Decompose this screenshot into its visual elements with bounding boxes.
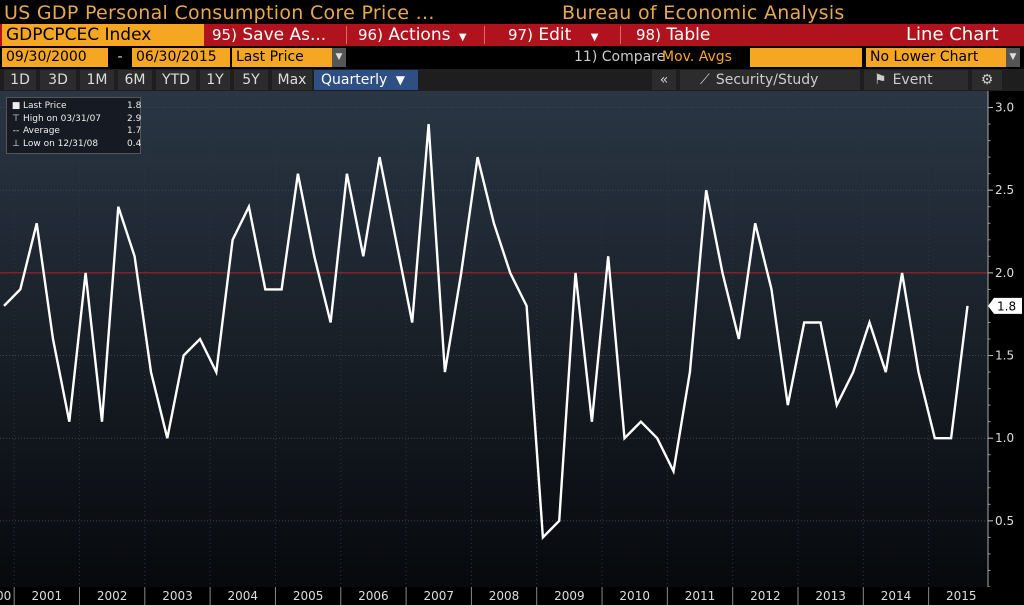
x-tick-label: 2005	[293, 589, 324, 603]
square-icon: ■	[11, 101, 21, 111]
x-tick-label: 2003	[162, 589, 193, 603]
data-source: Bureau of Economic Analysis	[562, 2, 845, 24]
x-tick-label: 2015	[946, 589, 977, 603]
toolbar-divider	[620, 26, 621, 44]
x-tick-label: 2010	[619, 589, 650, 603]
y-tick-label: 1.5	[995, 349, 1014, 363]
legend-label: Average	[23, 126, 60, 136]
toolbar-divider	[484, 26, 485, 44]
x-tick-label: 2008	[489, 589, 520, 603]
legend-label: High on 03/31/07	[23, 113, 102, 124]
table-label: Table	[666, 25, 711, 45]
y-tick-label: 2.0	[995, 266, 1014, 280]
range-ytd-button[interactable]: YTD	[156, 70, 196, 90]
y-tick-label: 0.5	[995, 514, 1014, 528]
lower-chart-select[interactable]: No Lower Chart	[866, 48, 1006, 67]
actions-number: 96)	[358, 26, 383, 44]
toolbar-divider	[346, 26, 347, 44]
actions-menu[interactable]: 96) Actions ▼	[358, 24, 467, 46]
x-tick-label: 2013	[815, 589, 846, 603]
x-tick-label: 2004	[228, 589, 259, 603]
save-as-number: 95)	[212, 26, 237, 44]
legend-average: -- Average 1.7	[11, 125, 142, 138]
legend-last-price: ■ Last Price 1.8	[11, 100, 142, 113]
chart-legend[interactable]: ■ Last Price 1.8 ⊤ High on 03/31/07 2.9 -- Av…	[6, 97, 141, 154]
low-marker-icon: ⊥	[12, 138, 20, 149]
range-1d-button[interactable]: 1D	[4, 70, 36, 90]
save-as-label: Save As...	[242, 25, 327, 45]
series-line	[3, 124, 969, 541]
legend-value: 0.4	[127, 138, 142, 149]
edit-menu[interactable]: 97) Edit ▼	[508, 24, 598, 46]
x-tick-label: 2007	[423, 589, 454, 603]
chart-area[interactable]: 0.5 1.0 1.5 2.0 2.5 3.0 00 2001 2002 2003 2004 200…	[0, 91, 1024, 605]
last-value-label: 1.8	[997, 299, 1016, 313]
y-tick-label: 1.0	[995, 431, 1014, 445]
flag-icon: ⚑	[874, 72, 887, 88]
compare-label[interactable]: 11) Compare	[574, 49, 666, 65]
legend-value: 1.8	[127, 101, 142, 111]
x-tick-label: 2014	[881, 589, 912, 603]
range-5y-button[interactable]: 5Y	[234, 70, 268, 90]
actions-label: Actions	[388, 25, 451, 45]
event-button[interactable]: ⚑ Event	[864, 70, 968, 90]
plot-background	[0, 91, 988, 587]
x-axis-background	[0, 587, 1024, 605]
x-tick-label: 2009	[554, 589, 585, 603]
frequency-select[interactable]: Quarterly ▼	[314, 70, 418, 90]
legend-label: Last Price	[23, 101, 67, 111]
legend-value: 1.7	[127, 126, 142, 136]
line-chart-icon: ⟋	[700, 72, 710, 88]
end-date-field[interactable]: 06/30/2015	[132, 48, 230, 67]
caret-down-icon: ▼	[395, 73, 405, 87]
y-tick-label: 2.5	[995, 183, 1014, 197]
range-1m-button[interactable]: 1M	[80, 70, 114, 90]
chevron-down-icon[interactable]: ▼	[332, 48, 346, 67]
security-study-button[interactable]: ⟋ Security/Study	[680, 70, 860, 90]
compare-value[interactable]: Mov. Avgs	[662, 49, 732, 65]
table-button[interactable]: 98) Table	[636, 24, 710, 46]
high-marker-icon: ⊤	[12, 113, 20, 124]
collapse-button[interactable]: «	[652, 70, 676, 90]
legend-high: ⊤ High on 03/31/07 2.9	[11, 113, 141, 126]
y-axis-background	[988, 91, 1024, 605]
edit-number: 97)	[508, 26, 533, 44]
chart-type-label[interactable]: Line Chart	[906, 24, 999, 45]
toolbar	[0, 24, 1024, 46]
legend-low: ⊥ Low on 12/31/08 0.4	[11, 138, 141, 151]
line-chart: 0.5 1.0 1.5 2.0 2.5 3.0 00 2001 2002 2003 2004 200…	[0, 91, 1024, 605]
start-date-field[interactable]: 09/30/2000	[2, 48, 108, 67]
title-bar	[0, 0, 1024, 24]
x-tick-label: 2006	[358, 589, 389, 603]
chevron-down-icon: ▼	[590, 32, 599, 43]
price-field-select[interactable]: Last Price	[232, 48, 332, 67]
frequency-label: Quarterly	[321, 72, 388, 88]
x-tick-label: 00	[0, 589, 11, 603]
range-3d-button[interactable]: 3D	[40, 70, 76, 90]
x-tick-label: 2011	[685, 589, 716, 603]
y-tick-label: 3.0	[995, 101, 1014, 115]
x-tick-label: 2012	[750, 589, 781, 603]
range-max-button[interactable]: Max	[272, 70, 312, 90]
edit-label: Edit	[538, 25, 572, 45]
chevron-down-icon[interactable]: ▼	[1006, 48, 1020, 67]
last-value-marker	[988, 297, 1022, 314]
range-1y-button[interactable]: 1Y	[200, 70, 230, 90]
save-as-button[interactable]: 95) Save As...	[212, 24, 326, 46]
gear-icon[interactable]: ⚙	[972, 70, 1002, 90]
x-tick-label: 2001	[32, 589, 63, 603]
range-6m-button[interactable]: 6M	[118, 70, 152, 90]
date-separator: -	[117, 49, 123, 65]
security-study-label: Security/Study	[715, 72, 819, 88]
security-title: US GDP Personal Consumption Core Price .…	[4, 2, 435, 24]
ticker-field[interactable]: GDPCPCEC Index	[2, 24, 204, 46]
average-marker-icon: --	[12, 126, 20, 136]
chevron-down-icon: ▼	[458, 32, 467, 43]
legend-label: Low on 12/31/08	[23, 138, 99, 149]
legend-value: 2.9	[127, 113, 142, 124]
compare-input[interactable]	[750, 48, 862, 67]
event-label: Event	[892, 72, 933, 88]
x-tick-label: 2002	[97, 589, 128, 603]
table-number: 98)	[636, 26, 661, 44]
